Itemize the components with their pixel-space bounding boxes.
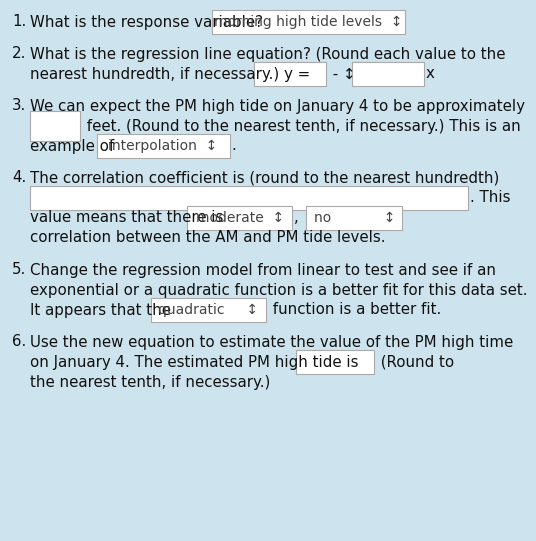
Text: 3.: 3. (12, 98, 26, 114)
FancyBboxPatch shape (212, 10, 405, 34)
FancyBboxPatch shape (352, 62, 424, 86)
FancyBboxPatch shape (187, 206, 292, 230)
Text: Use the new equation to estimate the value of the PM high time: Use the new equation to estimate the val… (30, 334, 513, 349)
Text: 4.: 4. (12, 170, 26, 186)
Text: . This: . This (470, 190, 510, 206)
Text: 1.: 1. (12, 15, 26, 30)
Text: x: x (426, 67, 435, 82)
Text: What is the regression line equation? (Round each value to the: What is the regression line equation? (R… (30, 47, 505, 62)
Text: moderate  ↕: moderate ↕ (196, 211, 284, 225)
Text: correlation between the AM and PM tide levels.: correlation between the AM and PM tide l… (30, 230, 385, 246)
Text: on January 4. The estimated PM high tide is: on January 4. The estimated PM high tide… (30, 354, 363, 370)
Text: What is the response variable?: What is the response variable? (30, 15, 263, 30)
FancyBboxPatch shape (30, 111, 80, 141)
Text: value means that there is: value means that there is (30, 210, 228, 226)
Text: the nearest tenth, if necessary.): the nearest tenth, if necessary.) (30, 374, 270, 390)
Text: feet. (Round to the nearest tenth, if necessary.) This is an: feet. (Round to the nearest tenth, if ne… (82, 118, 521, 134)
FancyBboxPatch shape (296, 350, 374, 374)
Text: We can expect the PM high tide on January 4 to be approximately: We can expect the PM high tide on Januar… (30, 98, 525, 114)
Text: The correlation coefficient is (round to the nearest hundredth): The correlation coefficient is (round to… (30, 170, 500, 186)
Text: example of: example of (30, 138, 119, 154)
Text: Change the regression model from linear to test and see if an: Change the regression model from linear … (30, 262, 496, 278)
Text: no            ↕: no ↕ (314, 211, 395, 225)
Text: function is a better fit.: function is a better fit. (268, 302, 441, 318)
Text: It appears that the: It appears that the (30, 302, 176, 318)
Text: 6.: 6. (12, 334, 26, 349)
Text: 5.: 5. (12, 262, 26, 278)
Text: - ↕: - ↕ (328, 67, 355, 82)
Text: quadratic     ↕: quadratic ↕ (159, 303, 258, 317)
Text: (Round to: (Round to (376, 354, 455, 370)
Text: 2.: 2. (12, 47, 26, 62)
Text: exponential or a quadratic function is a better fit for this data set.: exponential or a quadratic function is a… (30, 282, 527, 298)
FancyBboxPatch shape (254, 62, 326, 86)
FancyBboxPatch shape (307, 206, 403, 230)
Text: nearest hundredth, if necessary.) y =: nearest hundredth, if necessary.) y = (30, 67, 310, 82)
FancyBboxPatch shape (30, 186, 468, 210)
FancyBboxPatch shape (151, 298, 266, 322)
Text: ,: , (294, 210, 304, 226)
Text: .: . (232, 138, 236, 154)
Text: morning high tide levels  ↕: morning high tide levels ↕ (214, 15, 402, 29)
Text: interpolation  ↕: interpolation ↕ (108, 139, 218, 153)
FancyBboxPatch shape (96, 134, 229, 158)
